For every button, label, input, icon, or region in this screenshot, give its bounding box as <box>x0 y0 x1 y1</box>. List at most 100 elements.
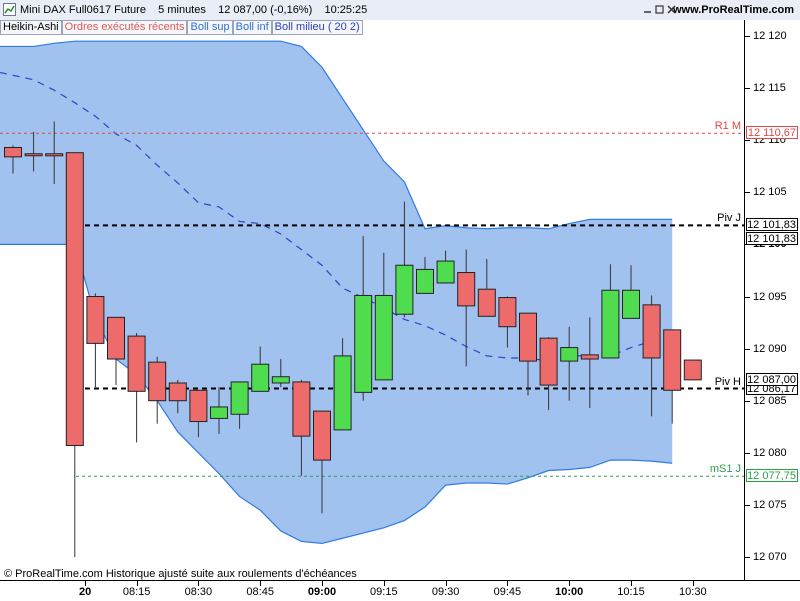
y-tick-label-10: 12 070 <box>753 551 787 563</box>
bollinger-band-fill <box>0 41 673 544</box>
level-name-3: mS1 J <box>709 463 741 476</box>
x-tick-3 <box>260 581 262 586</box>
candle-6 <box>127 332 146 443</box>
x-tick-0 <box>85 581 87 586</box>
candle-body-33 <box>683 359 702 381</box>
candle-1 <box>24 131 43 172</box>
level-name-0: R1 M <box>714 120 741 133</box>
x-tick-5 <box>383 581 385 586</box>
maximize-icon[interactable] <box>655 5 664 14</box>
y-tick-label-9: 12 075 <box>753 498 787 511</box>
y-tick-label-6: 12 090 <box>753 342 787 355</box>
candle-8 <box>168 379 187 414</box>
minimize-icon[interactable] <box>643 5 652 14</box>
candle-13 <box>271 359 290 388</box>
candle-31 <box>642 295 661 417</box>
candle-body-6 <box>127 335 146 392</box>
candle-11 <box>230 381 249 429</box>
candle-body-25 <box>519 312 537 362</box>
candle-10 <box>210 387 228 435</box>
chart-app-icon <box>3 3 16 16</box>
candle-body-27 <box>560 347 579 362</box>
title-bar: Mini DAX Full0617 Future 5 minutes 12 08… <box>0 0 800 21</box>
price-chart[interactable] <box>0 20 745 580</box>
candle-26 <box>539 337 558 411</box>
y-tick-8 <box>745 452 750 454</box>
instrument-title: Mini DAX Full0617 Future 5 minutes 12 08… <box>20 4 368 16</box>
y-tick-label-3: 12 105 <box>753 186 787 199</box>
x-tick-2 <box>198 581 200 586</box>
candle-body-13 <box>271 376 290 384</box>
x-tick-8 <box>569 581 571 586</box>
x-tick-label-10: 10:30 <box>679 586 707 598</box>
y-tick-9 <box>745 504 750 506</box>
boll-inf-line <box>0 243 673 545</box>
legend-boll-middle[interactable]: Boll milieu ( 20 2) <box>271 20 363 35</box>
x-tick-1 <box>136 581 138 586</box>
y-tick-6 <box>745 348 750 350</box>
candle-body-15 <box>313 410 331 461</box>
candle-body-29 <box>601 289 620 359</box>
y-tick-7 <box>745 400 750 402</box>
y-tick-3 <box>745 192 750 194</box>
y-tick-label-0: 12 120 <box>753 30 787 42</box>
candle-body-26 <box>539 337 558 386</box>
legend-boll-inf[interactable]: Boll inf <box>232 20 272 35</box>
candle-24 <box>498 296 517 348</box>
candle-body-30 <box>622 289 640 319</box>
candle-20 <box>416 256 434 294</box>
candle-19 <box>395 201 414 318</box>
x-tick-label-8: 10:00 <box>555 586 584 598</box>
candle-body-19 <box>395 264 414 315</box>
candle-12 <box>251 346 270 392</box>
candle-body-16 <box>333 355 352 431</box>
copyright-footer: © ProRealTime.com Historique ajusté suit… <box>4 568 357 580</box>
candle-body-10 <box>210 406 228 419</box>
candle-25 <box>519 312 537 396</box>
candle-28 <box>580 317 599 408</box>
candle-body-18 <box>374 294 393 381</box>
candle-body-24 <box>498 297 517 328</box>
candle-body-2 <box>45 153 64 157</box>
y-tick-10 <box>745 557 750 558</box>
x-tick-7 <box>507 581 509 586</box>
x-tick-6 <box>445 581 447 586</box>
x-tick-label-6: 09:30 <box>431 586 460 598</box>
candle-body-3 <box>65 152 84 447</box>
indicator-legend: Heikin-Ashi Ordres exécutés récents Boll… <box>0 20 363 35</box>
candle-14 <box>292 379 311 476</box>
time-axis[interactable]: 20 08:15 08:30 08:45 09:00 09:15 09:30 09:45 10:… <box>0 580 800 601</box>
y-tick-label-5: 12 095 <box>753 290 787 303</box>
candle-body-12 <box>251 363 270 392</box>
candle-3 <box>65 152 84 557</box>
y-tick-1 <box>745 88 750 90</box>
candle-body-9 <box>189 389 208 423</box>
close-icon[interactable] <box>667 5 676 14</box>
candle-body-23 <box>477 288 496 317</box>
piv-j-second-price-box: 12 101,83 <box>746 232 798 246</box>
candle-body-14 <box>292 381 311 437</box>
candle-4 <box>86 293 105 388</box>
legend-heikin-ashi[interactable]: Heikin-Ashi <box>0 20 62 35</box>
candle-body-21 <box>436 260 455 284</box>
candle-30 <box>622 265 640 319</box>
candle-27 <box>560 326 579 401</box>
level-price-box-0: 12 110,67 <box>746 126 798 140</box>
candle-body-8 <box>168 382 187 402</box>
candle-22 <box>457 249 476 367</box>
brand-link[interactable]: www.ProRealTime.com <box>672 4 794 16</box>
legend-boll-sup[interactable]: Boll sup <box>187 20 233 35</box>
candle-15 <box>313 410 331 514</box>
candle-body-0 <box>4 146 22 158</box>
y-tick-0 <box>745 36 750 37</box>
legend-recent-orders[interactable]: Ordres exécutés récents <box>61 20 188 35</box>
level-price-box-3: 12 077,75 <box>746 469 798 483</box>
candle-body-20 <box>416 268 434 294</box>
level-price-box-1: 12 101,83 <box>746 218 798 232</box>
candle-body-32 <box>663 329 682 391</box>
x-tick-label-3: 08:45 <box>246 586 274 598</box>
x-tick-label-2: 08:30 <box>184 586 213 598</box>
x-tick-label-1: 08:15 <box>122 586 151 598</box>
candles-layer <box>4 121 702 557</box>
